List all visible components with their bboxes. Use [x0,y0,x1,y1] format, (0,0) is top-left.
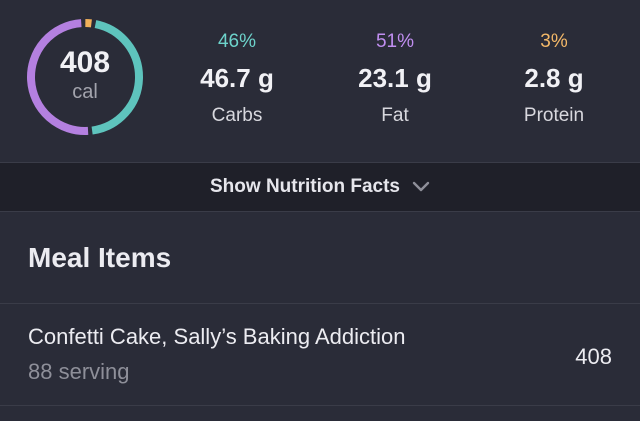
fat-percent: 51% [375,31,415,52]
protein-grams: 2.8 g [524,63,584,93]
calorie-ring: 408 cal [25,17,145,137]
ring-segment-fat [27,19,89,135]
ring-segment-carbs [91,20,143,135]
meal-item-row[interactable]: Confetti Cake, Sally’s Baking Addiction … [0,304,640,406]
protein-percent: 3% [540,31,568,52]
meal-item-name: Confetti Cake, Sally’s Baking Addiction [28,324,406,349]
nutrition-summary: 408 cal 46% 46.7 g Carbs 51% 23.1 g Fat … [0,0,640,162]
chevron-down-icon [412,181,430,192]
meal-items-title: Meal Items [28,242,172,273]
protein-label: Protein [523,105,585,126]
fat-label: Fat [381,105,409,126]
carbs-label: Carbs [211,105,263,126]
next-row-edge [0,406,640,421]
macro-protein: 3% 2.8 g Protein [479,30,629,128]
show-nutrition-facts-button[interactable]: Show Nutrition Facts [0,162,640,212]
macro-carbs: 46% 46.7 g Carbs [162,30,312,128]
macro-fat: 51% 23.1 g Fat [320,30,470,128]
calorie-unit: cal [72,81,98,103]
macro-ring-chart [27,19,143,135]
meal-item-serving: 88 serving [28,359,130,384]
carbs-percent: 46% [217,31,257,52]
fat-grams: 23.1 g [358,63,432,93]
calorie-total: 408 cal [25,17,145,137]
meal-item-calories: 408 [575,344,612,369]
meal-items-header: Meal Items [0,212,640,304]
carbs-grams: 46.7 g [200,63,274,93]
calorie-value: 408 [59,46,111,79]
show-nutrition-facts-label: Show Nutrition Facts [210,176,400,197]
